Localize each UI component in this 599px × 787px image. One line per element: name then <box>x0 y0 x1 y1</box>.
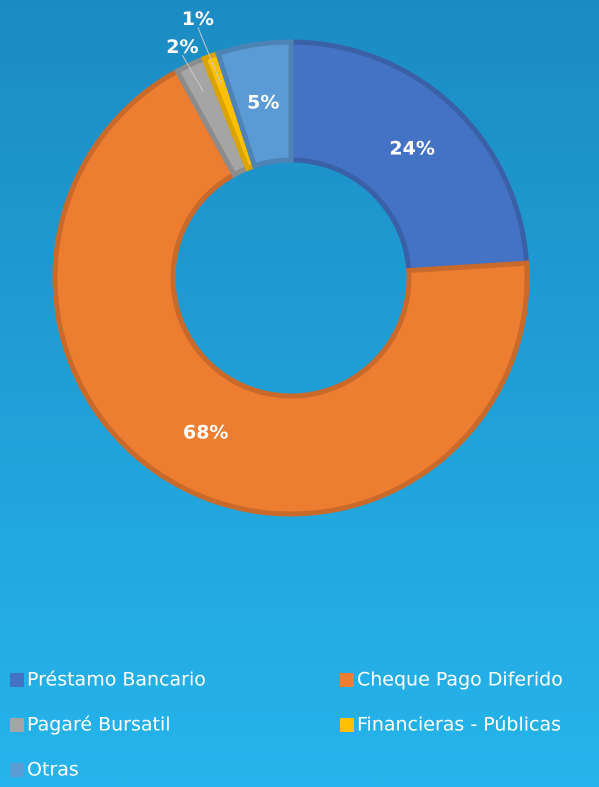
legend-swatch <box>10 718 24 732</box>
legend-swatch <box>10 673 24 687</box>
legend-label: Financieras - Públicas <box>357 714 561 736</box>
slice <box>52 67 530 517</box>
data-label: 2% <box>166 36 198 58</box>
legend-label: Préstamo Bancario <box>27 669 206 691</box>
leader-line <box>197 27 222 85</box>
legend-label: Pagaré Bursatil <box>27 714 171 736</box>
data-label: 24% <box>389 137 434 159</box>
data-label: 5% <box>247 92 279 114</box>
slice <box>214 39 294 169</box>
data-label: 1% <box>182 8 214 30</box>
leader-line <box>181 55 204 92</box>
legend-swatch <box>340 673 354 687</box>
legend-label: Cheque Pago Diferido <box>357 669 563 691</box>
slice <box>288 39 530 274</box>
legend-swatch <box>10 763 24 777</box>
data-label: 68% <box>183 422 228 444</box>
legend-label: Otras <box>27 759 79 781</box>
legend-swatch <box>340 718 354 732</box>
